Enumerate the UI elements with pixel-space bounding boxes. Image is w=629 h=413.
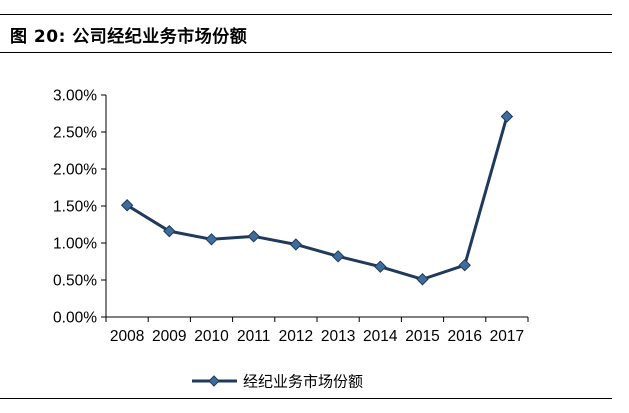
caption-top-rule: [0, 14, 612, 15]
figure-title: 公司经纪业务市场份额: [72, 27, 248, 47]
data-point-marker: [458, 258, 471, 272]
y-tick-label: 3.00%: [53, 88, 97, 105]
data-point-marker: [331, 250, 345, 263]
x-tick-label: 2008: [110, 328, 144, 345]
x-tick-label: 2011: [237, 328, 270, 345]
x-tick-label: 2009: [152, 328, 186, 345]
figure-label: 图 20:: [10, 27, 66, 47]
y-tick-label: 2.00%: [53, 162, 97, 179]
caption-bottom-rule: [0, 52, 612, 53]
y-tick-label: 0.00%: [53, 310, 97, 327]
y-axis-ticks: 0.00% 0.50% 1.00% 1.50% 2.00% 2.50% 3.00%: [53, 88, 106, 327]
x-tick-label: 2014: [363, 328, 398, 345]
data-point-marker: [163, 224, 176, 238]
x-tick-label: 2012: [279, 328, 313, 345]
x-tick-label: 2015: [405, 328, 439, 345]
x-tick-label: 2013: [321, 328, 355, 345]
data-point-marker: [120, 199, 134, 212]
data-point-marker: [289, 238, 303, 251]
x-tick-label: 2016: [447, 328, 481, 345]
data-point-marker: [247, 230, 260, 243]
x-axis-ticks: 2008 2009 2010 2011 2012 2013 2014 2015 2016 2017: [105, 317, 529, 345]
chart-legend: 经纪业务市场份额: [192, 373, 363, 391]
chart-axes: [105, 95, 528, 318]
figure-bottom-rule: [0, 398, 612, 399]
y-tick-label: 2.50%: [53, 125, 97, 142]
data-point-marker: [416, 273, 429, 286]
x-tick-label: 2017: [490, 328, 524, 345]
data-point-marker: [500, 110, 514, 123]
legend-swatch-marker: [208, 375, 220, 387]
y-tick-label: 1.50%: [53, 199, 97, 216]
series-line: [126, 116, 509, 281]
x-tick-label: 2010: [194, 328, 229, 345]
y-tick-label: 1.00%: [53, 236, 97, 253]
data-point-marker: [205, 233, 218, 246]
data-point-marker: [374, 260, 387, 273]
figure-caption: 图 20: 公司经纪业务市场份额: [10, 22, 247, 47]
series-layer: [120, 110, 514, 286]
legend-label: 经纪业务市场份额: [243, 373, 363, 391]
y-tick-label: 0.50%: [53, 273, 97, 290]
